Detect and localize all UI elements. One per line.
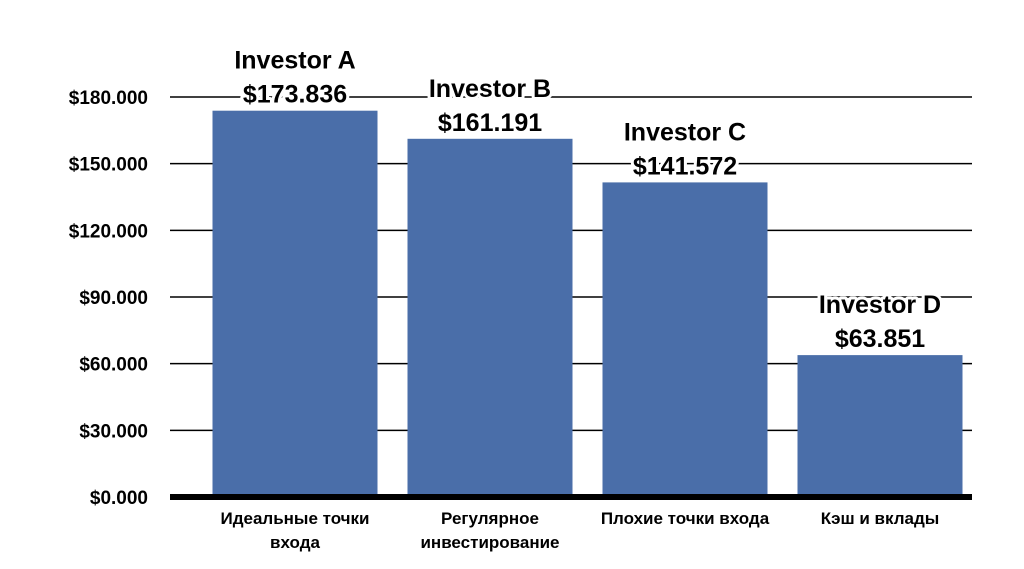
bar-name-label: Investor B — [429, 75, 551, 103]
data-labels: Investor A $173.836 Investor B $161.191 Inve… — [231, 44, 944, 356]
x-axis-category-labels: Идеальные точки входа Регулярное инвестиров… — [220, 509, 939, 552]
y-tick-label: $30.000 — [79, 421, 148, 442]
y-tick-label: $60.000 — [79, 355, 148, 376]
y-tick-label: $120.000 — [69, 221, 148, 242]
y-tick-label: $90.000 — [79, 288, 148, 309]
x-category-label: входа — [270, 533, 320, 552]
y-axis-ticks: $0.000 $30.000 $60.000 $90.000 $120.000 $150.… — [69, 88, 148, 509]
bar-name-label: Investor C — [624, 118, 746, 146]
bar-value-label: $173.836 — [243, 81, 347, 109]
x-category-label: Плохие точки входа — [601, 509, 770, 528]
bar-name-label: Investor D — [819, 291, 941, 319]
x-category-label: Идеальные точки — [220, 509, 369, 528]
bars — [212, 110, 963, 497]
bar-value-label: $161.191 — [438, 109, 542, 137]
y-tick-label: $150.000 — [69, 155, 148, 176]
bar — [407, 138, 573, 497]
x-category-label: Кэш и вклады — [821, 509, 940, 528]
y-tick-label: $180.000 — [69, 88, 148, 109]
bar — [212, 110, 378, 497]
x-category-label: инвестирование — [420, 533, 559, 552]
y-tick-label: $0.000 — [90, 488, 148, 509]
bar-value-label: $141.572 — [633, 152, 737, 180]
bar-name-label: Investor A — [234, 47, 355, 75]
bar-value-label: $63.851 — [835, 325, 925, 353]
x-category-label: Регулярное — [441, 509, 539, 528]
bar — [602, 182, 768, 497]
bar — [797, 355, 963, 497]
